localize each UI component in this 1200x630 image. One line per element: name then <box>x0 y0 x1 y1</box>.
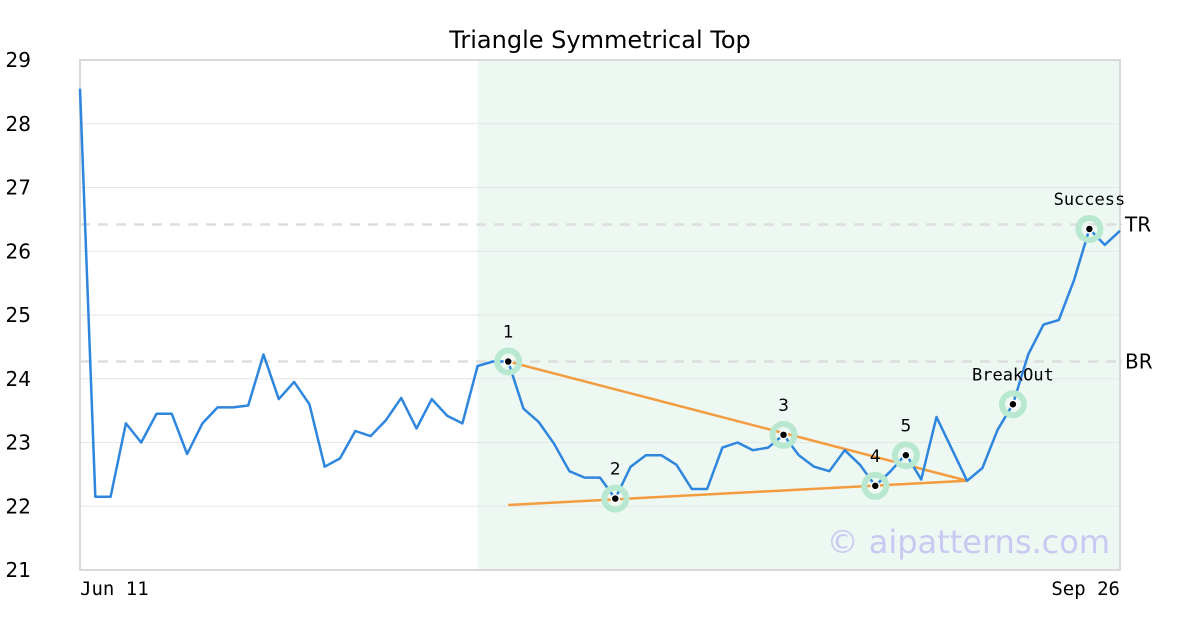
watermark: © aipatterns.com <box>827 523 1110 561</box>
x-tick-label: Sep 26 <box>1051 578 1120 600</box>
pattern-point-halo <box>601 484 630 513</box>
pattern-point-halo <box>861 471 890 500</box>
y-axis-ticks: 21 22 23 24 25 26 27 28 29 <box>6 48 31 582</box>
level-label: BR <box>1125 350 1153 374</box>
y-tick-label: 21 <box>6 558 31 582</box>
trendline-layer <box>507 360 968 507</box>
pattern-point <box>1008 399 1018 409</box>
pattern-point-halo <box>769 420 798 449</box>
trendline <box>507 360 968 482</box>
grid-layer <box>80 123 1120 507</box>
y-tick-label: 29 <box>6 48 31 72</box>
y-tick-label: 22 <box>6 494 31 518</box>
pattern-point <box>870 481 881 491</box>
pattern-point-halo <box>494 347 523 376</box>
y-tick-label: 28 <box>6 112 31 136</box>
pattern-point-label: 3 <box>778 396 789 416</box>
x-axis-ticks: Jun 11 Sep 26 <box>80 578 1120 600</box>
y-tick-label: 23 <box>6 431 31 455</box>
price-line <box>78 88 1121 500</box>
pattern-point-label: 5 <box>900 416 911 436</box>
y-tick-label: 27 <box>6 176 31 200</box>
pattern-point-label: 1 <box>503 323 514 343</box>
level-label: TR <box>1124 212 1151 236</box>
series-layer <box>78 88 1121 500</box>
pattern-point <box>503 356 513 367</box>
pattern-point-label: 2 <box>610 460 621 480</box>
pattern-point-halo <box>1075 214 1104 243</box>
pattern-point-halo <box>891 441 920 470</box>
pattern-point-label: 4 <box>870 447 881 467</box>
y-tick-label: 24 <box>6 367 31 391</box>
pattern-point <box>778 430 789 440</box>
y-tick-label: 25 <box>6 303 31 327</box>
pattern-point-label: BreakOut <box>972 365 1054 385</box>
pattern-point-label: Success <box>1054 190 1126 210</box>
pattern-point-halo <box>998 390 1027 419</box>
pattern-point <box>610 493 621 504</box>
y-tick-label: 26 <box>6 239 31 263</box>
chart-title: Triangle Symmetrical Top <box>448 26 751 54</box>
plot-frame <box>79 59 1121 571</box>
pattern-point <box>901 450 911 460</box>
x-tick-label: Jun 11 <box>80 578 149 600</box>
pattern-point <box>1084 224 1095 234</box>
trendline <box>508 479 968 507</box>
pattern-points-layer: 1 2 3 45 BreakOut Success <box>494 190 1126 513</box>
